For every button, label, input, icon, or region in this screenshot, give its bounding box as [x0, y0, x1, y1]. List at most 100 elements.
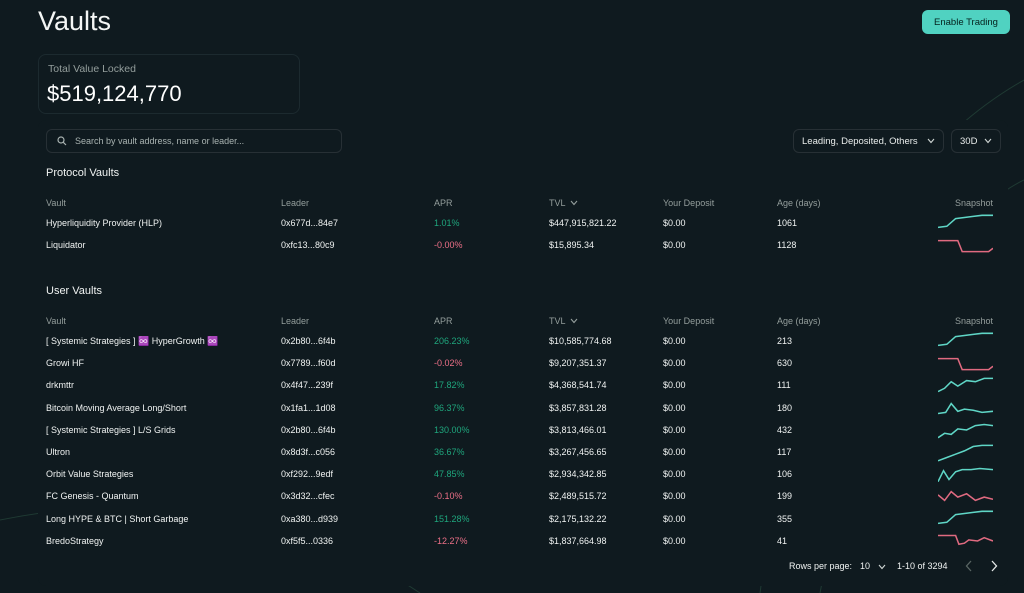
- page-title: Vaults: [38, 6, 112, 36]
- search-icon: [57, 136, 67, 146]
- vault-name[interactable]: drkmttr: [46, 380, 74, 391]
- vault-deposit: $0.00: [663, 402, 686, 413]
- vault-tvl: $9,207,351.37: [549, 358, 607, 369]
- vault-deposit: $0.00: [663, 535, 686, 546]
- vault-apr: -0.02%: [434, 358, 463, 369]
- tvl-label: Total Value Locked: [48, 63, 136, 75]
- snapshot-sparkline: [938, 239, 993, 253]
- vault-name[interactable]: FC Genesis - Quantum: [46, 491, 139, 502]
- vault-deposit: $0.00: [663, 513, 686, 524]
- col-header-tvl[interactable]: TVL: [549, 198, 578, 208]
- vault-leader: 0x2b80...6f4b: [281, 336, 336, 346]
- vault-deposit: $0.00: [663, 469, 686, 480]
- rows-per-page-select[interactable]: 10: [860, 561, 871, 571]
- vault-age: 180: [777, 402, 793, 413]
- vault-name[interactable]: Orbit Value Strategies: [46, 469, 134, 480]
- vault-leader: 0x2b80...6f4b: [281, 424, 336, 435]
- vault-age: 355: [777, 513, 793, 524]
- vault-deposit: $0.00: [663, 491, 686, 502]
- vault-leader: 0xa380...d939: [281, 513, 339, 524]
- snapshot-sparkline: [938, 534, 993, 545]
- vault-name[interactable]: BredoStrategy: [46, 535, 104, 546]
- search-box[interactable]: [46, 129, 342, 153]
- snapshot-sparkline: [938, 358, 993, 371]
- vault-age: 41: [777, 535, 788, 546]
- col-header-apr: APR: [434, 198, 453, 208]
- vault-tvl: $2,175,132.22: [549, 513, 607, 524]
- vault-leader: 0x677d...84e7: [281, 218, 339, 228]
- vault-deposit: $0.00: [663, 336, 686, 346]
- snapshot-sparkline: [938, 467, 993, 483]
- enable-trading-button[interactable]: Enable Trading: [922, 10, 1010, 34]
- tvl-card: Total Value Locked $519,124,770: [38, 54, 300, 114]
- col-header-vault: Vault: [46, 316, 66, 326]
- vault-name[interactable]: Ultron: [46, 447, 71, 457]
- vault-name[interactable]: [ Systemic Strategies ] ♾️ HyperGrowth ♾…: [46, 336, 219, 346]
- vault-name[interactable]: Hyperliquidity Provider (HLP): [46, 218, 163, 228]
- vault-apr: 206.23%: [434, 336, 470, 346]
- vault-leader: 0xf5f5...0336: [281, 535, 334, 546]
- vault-name[interactable]: Liquidator: [46, 240, 86, 250]
- vault-tvl: $4,368,541.74: [549, 380, 607, 391]
- vault-apr: 36.67%: [434, 447, 465, 457]
- vault-age: 630: [777, 358, 793, 369]
- vault-apr: 130.00%: [434, 424, 470, 435]
- vault-apr: -12.27%: [434, 535, 468, 546]
- col-header-snapshot: Snapshot: [955, 198, 994, 208]
- vault-tvl: $2,934,342.85: [549, 469, 607, 480]
- col-header-apr: APR: [434, 316, 453, 326]
- vault-tvl: $447,915,821.22: [549, 218, 617, 228]
- col-header-age: Age (days): [777, 198, 821, 208]
- vault-leader: 0x4f47...239f: [281, 380, 334, 391]
- vault-deposit: $0.00: [663, 218, 686, 228]
- vault-name[interactable]: [ Systemic Strategies ] L/S Grids: [46, 424, 176, 435]
- vault-leader: 0xf292...9edf: [281, 469, 334, 480]
- filter-dropdown[interactable]: Leading, Deposited, Others: [793, 129, 944, 153]
- vault-apr: -0.00%: [434, 240, 463, 250]
- col-header-snapshot: Snapshot: [955, 316, 994, 326]
- vault-tvl: $10,585,774.68: [549, 336, 612, 346]
- vault-age: 111: [777, 380, 791, 391]
- vault-deposit: $0.00: [663, 424, 686, 435]
- vault-apr: 1.01%: [434, 218, 460, 228]
- vault-tvl: $3,267,456.65: [549, 447, 607, 457]
- col-header-deposit: Your Deposit: [663, 198, 715, 208]
- range-dropdown[interactable]: 30D: [951, 129, 1001, 153]
- vault-name[interactable]: Growi HF: [46, 358, 84, 369]
- sort-chevron-icon: [570, 318, 577, 324]
- snapshot-sparkline: [938, 510, 993, 524]
- col-header-vault: Vault: [46, 198, 66, 208]
- vault-tvl: $15,895.34: [549, 240, 595, 250]
- col-header-leader: Leader: [281, 198, 310, 208]
- snapshot-sparkline: [938, 401, 993, 414]
- search-input[interactable]: [75, 136, 335, 146]
- col-header-tvl[interactable]: TVL: [549, 316, 578, 326]
- vault-tvl: $1,837,664.98: [549, 535, 607, 546]
- vault-age: 1061: [777, 218, 798, 228]
- vault-age: 1128: [777, 240, 797, 250]
- vault-apr: 17.82%: [434, 380, 465, 391]
- col-header-age: Age (days): [777, 316, 821, 326]
- vault-name[interactable]: Long HYPE & BTC | Short Garbage: [46, 513, 189, 524]
- col-header-deposit: Your Deposit: [663, 316, 715, 326]
- vault-apr: 47.85%: [434, 469, 465, 480]
- col-header-leader: Leader: [281, 316, 310, 326]
- vault-name[interactable]: Bitcoin Moving Average Long/Short: [46, 402, 187, 413]
- sort-chevron-icon: [570, 200, 577, 206]
- chevron-down-icon[interactable]: [878, 564, 886, 570]
- vault-leader: 0x3d32...cfec: [281, 491, 335, 502]
- tvl-value: $519,124,770: [47, 81, 182, 106]
- snapshot-sparkline: [938, 214, 993, 229]
- vault-deposit: $0.00: [663, 447, 686, 457]
- vault-tvl: $3,813,466.01: [549, 424, 607, 435]
- vault-leader: 0xfc13...80c9: [281, 240, 335, 250]
- protocol-vaults-title: Protocol Vaults: [46, 167, 120, 179]
- chevron-left-icon[interactable]: [964, 560, 974, 572]
- rows-per-page-label: Rows per page:: [789, 561, 853, 571]
- vault-deposit: $0.00: [663, 240, 686, 250]
- pagination-range: 1-10 of 3294: [897, 561, 948, 571]
- vault-leader: 0x8d3f...c056: [281, 447, 336, 457]
- vault-leader: 0x1fa1...1d08: [281, 402, 336, 413]
- chevron-right-icon[interactable]: [989, 560, 999, 572]
- vault-apr: 151.28%: [434, 513, 470, 524]
